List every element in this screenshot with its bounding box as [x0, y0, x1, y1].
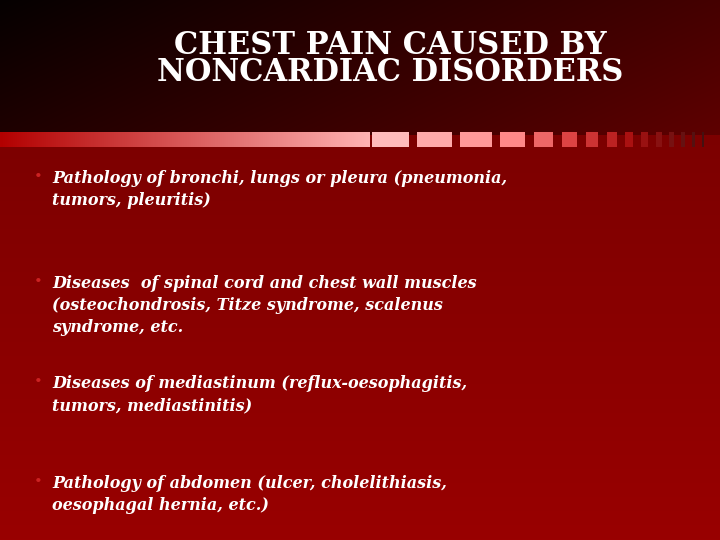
Text: CHEST PAIN CAUSED BY: CHEST PAIN CAUSED BY: [174, 30, 606, 61]
Bar: [606, 132, 616, 147]
Text: Pathology of abdomen (ulcer, cholelithiasis,
oesophagal hernia, etc.): Pathology of abdomen (ulcer, cholelithia…: [52, 475, 447, 514]
Bar: [624, 132, 632, 147]
Text: Diseases of mediastinum (reflux-oesophagitis,
tumors, mediastinitis): Diseases of mediastinum (reflux-oesophag…: [52, 375, 467, 414]
Bar: [668, 132, 673, 147]
Bar: [534, 132, 552, 147]
Bar: [701, 132, 703, 147]
Bar: [372, 132, 408, 147]
Bar: [691, 132, 695, 147]
Bar: [680, 132, 685, 147]
Bar: [562, 132, 577, 147]
Bar: [641, 132, 647, 147]
Text: •: •: [34, 375, 42, 389]
Text: Diseases  of spinal cord and chest wall muscles
(osteochondrosis, Titze syndrome: Diseases of spinal cord and chest wall m…: [52, 275, 477, 336]
Bar: [500, 132, 524, 147]
Bar: [585, 132, 598, 147]
Text: Pathology of bronchi, lungs or pleura (pneumonia,
tumors, pleuritis): Pathology of bronchi, lungs or pleura (p…: [52, 170, 507, 209]
Bar: [655, 132, 662, 147]
Text: •: •: [34, 275, 42, 289]
Text: NONCARDIAC DISORDERS: NONCARDIAC DISORDERS: [157, 57, 624, 88]
Text: •: •: [34, 170, 42, 184]
Bar: [459, 132, 492, 147]
Bar: [416, 132, 451, 147]
Text: •: •: [34, 475, 42, 489]
